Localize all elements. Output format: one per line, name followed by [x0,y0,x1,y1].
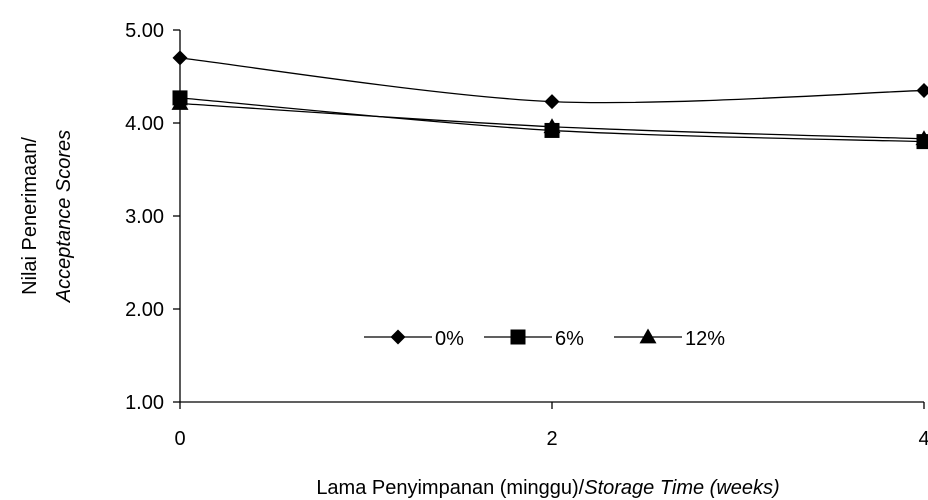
chart-axes [179,30,924,403]
legend-marker [639,328,657,344]
data-point-12pct [543,118,561,134]
legend-label: 12% [685,328,725,350]
axis-ticks: 1.00 2.00 3.00 4.00 5.00 0 2 4 [125,20,928,450]
x-tick-label: 0 [174,428,185,450]
y-tick-label: 4.00 [125,113,164,135]
legend-label: 6% [555,328,584,350]
data-point-12pct [915,130,928,146]
data-point-12pct [171,94,189,110]
series-layer [171,50,928,150]
y-tick-label: 2.00 [125,299,164,321]
legend-label: 0% [435,328,464,350]
x-axis-title: Lama Penyimpanan (minggu)/Storage Time (… [316,477,779,499]
legend-marker [510,329,526,345]
y-tick-label: 5.00 [125,20,164,42]
y-tick-label: 1.00 [125,392,164,414]
data-point-0pct [544,94,560,110]
x-tick-label: 4 [918,428,928,450]
data-point-0pct [916,82,928,98]
legend: 0% 6% 12% [364,328,725,350]
legend-marker [390,329,406,345]
data-point-0pct [172,50,188,66]
x-tick-label: 2 [546,428,557,450]
y-axis-title-line2: Acceptance Scores [53,130,75,303]
y-axis-title-line1: Nilai Penerimaan/ [19,137,41,295]
y-tick-label: 3.00 [125,206,164,228]
